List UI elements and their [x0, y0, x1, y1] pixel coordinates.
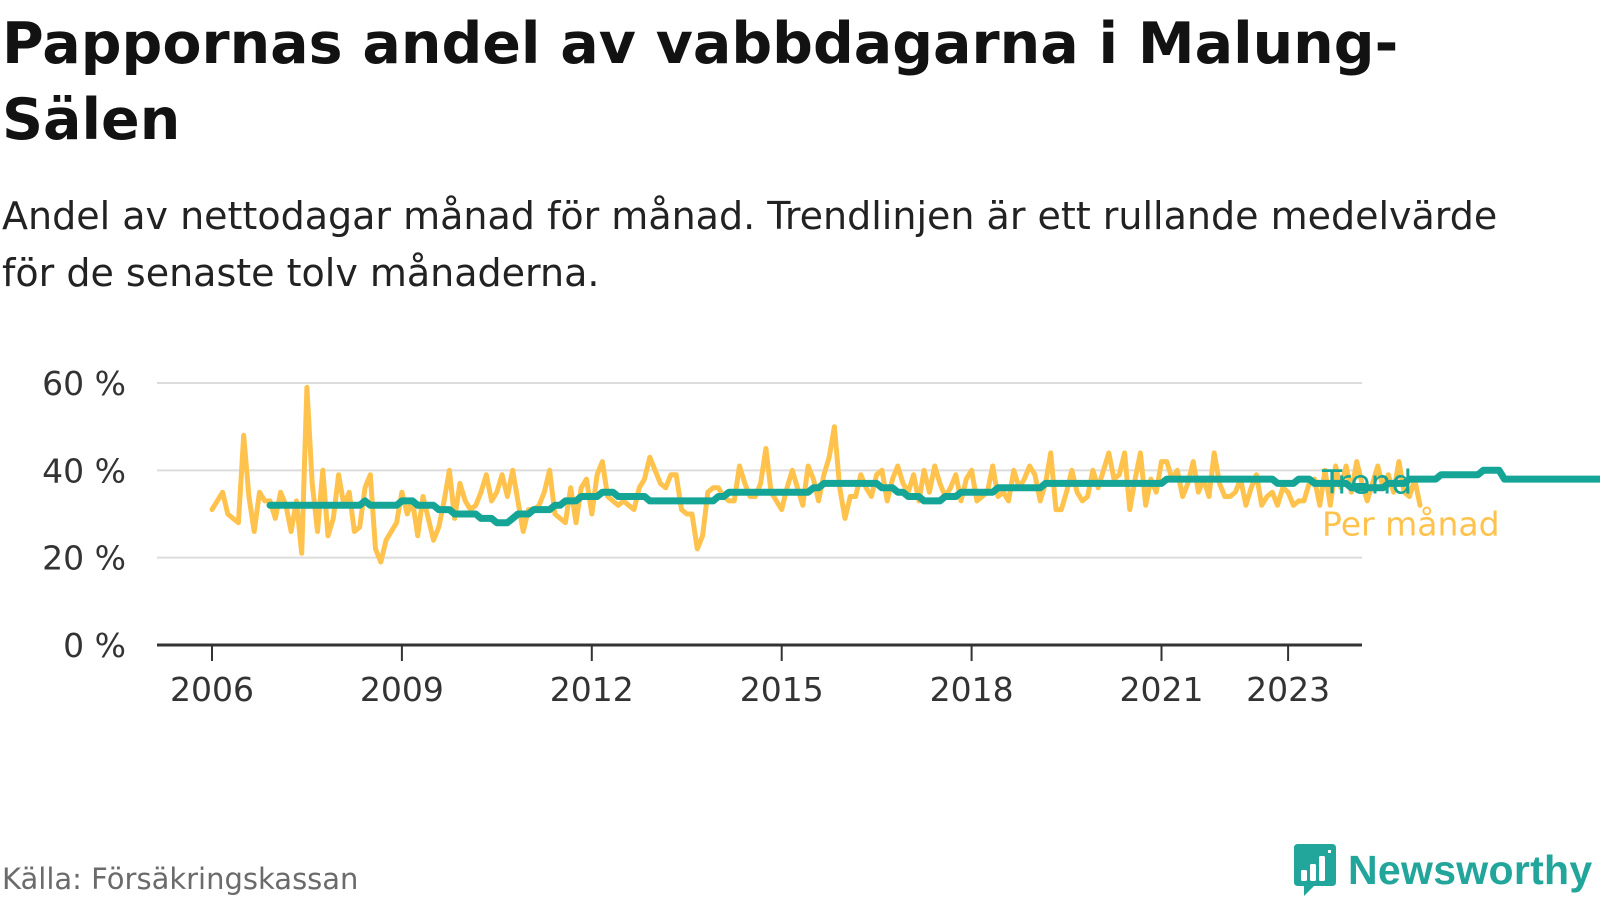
series-label-per-manad: Per månad — [1322, 504, 1500, 543]
x-tick-label: 2006 — [170, 670, 254, 709]
series-line-trend — [266, 466, 1600, 527]
series-line-per-manad — [209, 384, 1423, 565]
x-tick-label: 2009 — [360, 670, 444, 709]
x-tick-label: 2018 — [930, 670, 1014, 709]
y-tick-label: 60 % — [42, 364, 126, 403]
y-tick-label: 40 % — [42, 451, 126, 490]
x-tick-label: 2015 — [740, 670, 824, 709]
source-note: Källa: Försäkringskassan — [2, 862, 359, 896]
axes: 0 % 20 % 40 % 60 % 2006 2009 2012 2015 2018 2021 2… — [42, 364, 1362, 709]
series-label-trend: Trend — [1321, 462, 1412, 501]
brand-name: Newsworthy — [1348, 846, 1593, 893]
gridlines — [157, 382, 1362, 559]
series-lines — [209, 384, 1600, 565]
x-tick-label: 2023 — [1246, 670, 1330, 709]
y-tick-label: 20 % — [42, 539, 126, 578]
newsworthy-logo[interactable]: Newsworthy — [1290, 840, 1593, 900]
newsworthy-chart-icon — [1294, 844, 1336, 896]
chart-subtitle: Andel av nettodagar månad för månad. Tre… — [2, 194, 1498, 295]
chart-title: Pappornas andel av vabbdagarna i Malung-… — [2, 11, 1399, 153]
x-tick-label: 2021 — [1120, 670, 1204, 709]
x-tick-label: 2012 — [550, 670, 634, 709]
y-tick-label: 0 % — [63, 626, 126, 665]
